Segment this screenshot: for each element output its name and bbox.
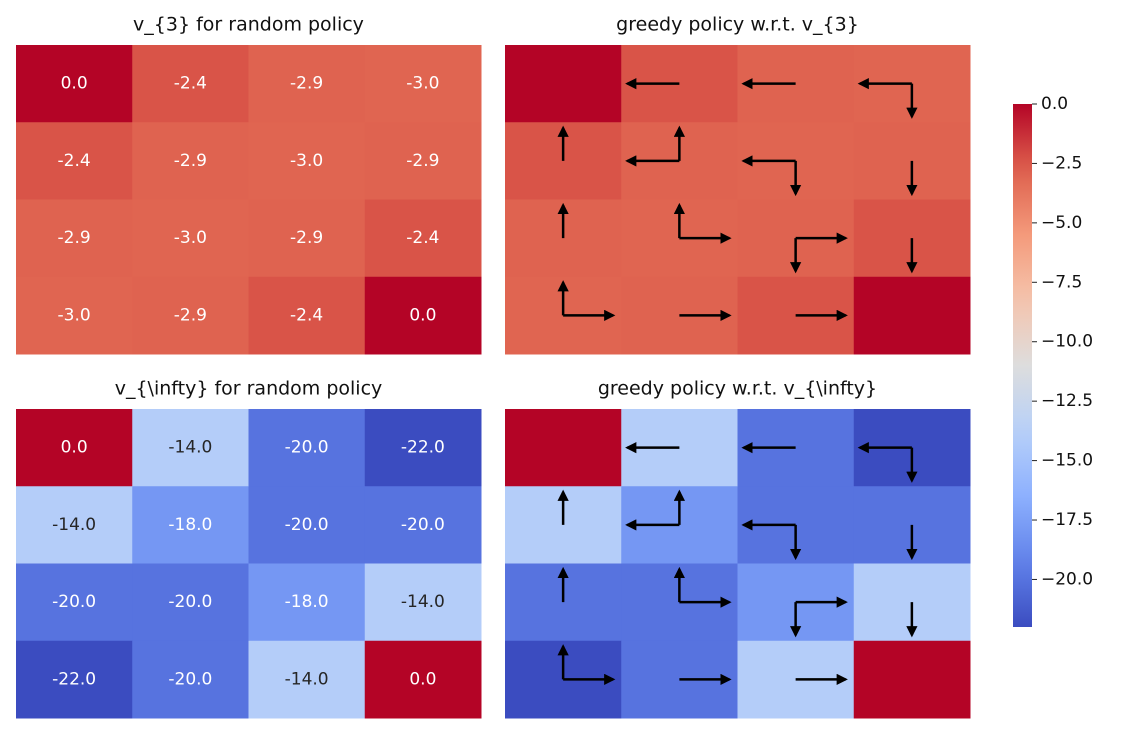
cell-label: -14.0 (285, 669, 329, 689)
heatmap-cell (16, 563, 133, 642)
colorbar (1013, 104, 1032, 627)
cell-label: -2.9 (406, 151, 439, 171)
cell-label: -2.9 (290, 74, 323, 94)
heatmap-cell (505, 409, 622, 487)
heatmap-cell (248, 45, 366, 123)
cell-label: -14.0 (401, 592, 445, 612)
heatmap-cell (364, 45, 482, 123)
panel-title: v_{\infty} for random policy (115, 378, 383, 400)
cell-label: -2.4 (290, 305, 323, 325)
cell-label: -14.0 (168, 438, 212, 458)
heatmap-cell (853, 276, 971, 355)
cell-label: -2.4 (58, 151, 91, 171)
colorbar-tick-label: 0.0 (1041, 94, 1068, 114)
heatmap-cell (248, 640, 366, 719)
heatmap-cell (364, 409, 482, 487)
heatmap-cell (16, 199, 133, 278)
heatmap-cell (132, 199, 249, 278)
heatmap-cell (364, 486, 482, 564)
heatmap-cell (132, 486, 249, 564)
cell-label: -3.0 (406, 74, 439, 94)
heatmap-cell (16, 122, 133, 200)
heatmap-cell (505, 45, 622, 123)
heatmap-cell (248, 486, 366, 564)
heatmap-cell (132, 640, 249, 719)
cell-label: -14.0 (52, 515, 96, 535)
colorbar-tick-label: −15.0 (1041, 451, 1093, 471)
cell-label: -20.0 (168, 669, 212, 689)
cell-label: 0.0 (61, 438, 88, 458)
heatmap-cell (132, 563, 249, 642)
heatmap-cell (132, 122, 249, 200)
cell-label: -20.0 (285, 515, 329, 535)
cell-label: -2.4 (174, 74, 207, 94)
cell-label: 0.0 (409, 669, 436, 689)
cell-label: -3.0 (174, 228, 207, 248)
heatmap-cell (853, 640, 971, 719)
panel-title: greedy policy w.r.t. v_{\infty} (598, 378, 877, 400)
heatmap-cell (16, 640, 133, 719)
panel-title: v_{3} for random policy (133, 14, 364, 36)
cell-label: -3.0 (58, 305, 91, 325)
heatmap-cell (248, 563, 366, 642)
heatmap-cell (364, 122, 482, 200)
heatmap-cell (364, 276, 482, 355)
heatmap-cell (16, 486, 133, 564)
colorbar-tick-label: −5.0 (1041, 213, 1082, 233)
heatmap-cell (132, 409, 249, 487)
cell-label: 0.0 (61, 74, 88, 94)
colorbar-tick-label: −20.0 (1041, 569, 1093, 589)
cell-label: -2.9 (174, 151, 207, 171)
heatmap-cell (132, 45, 249, 123)
cell-label: -2.4 (406, 228, 439, 248)
cell-label: -22.0 (401, 438, 445, 458)
heatmap-cell (248, 409, 366, 487)
heatmap-cell (16, 409, 133, 487)
heatmap-cell (248, 276, 366, 355)
colorbar-tick-label: −10.0 (1041, 332, 1093, 352)
cell-label: -20.0 (285, 438, 329, 458)
heatmap-cell (16, 45, 133, 123)
cell-label: -18.0 (285, 592, 329, 612)
cell-label: -20.0 (52, 592, 96, 612)
cell-label: -20.0 (168, 592, 212, 612)
heatmap-cell (364, 640, 482, 719)
cell-label: -2.9 (58, 228, 91, 248)
cell-label: -3.0 (290, 151, 323, 171)
colorbar-tick-label: −7.5 (1041, 272, 1082, 292)
cell-label: -18.0 (168, 515, 212, 535)
cell-label: -2.9 (174, 305, 207, 325)
cell-label: -22.0 (52, 669, 96, 689)
colorbar-tick-label: −17.5 (1041, 510, 1093, 530)
cell-label: 0.0 (409, 305, 436, 325)
colorbar-tick-label: −12.5 (1041, 391, 1093, 411)
heatmap-cell (16, 276, 133, 355)
heatmap-cell (248, 199, 366, 278)
cell-label: -2.9 (290, 228, 323, 248)
heatmap-cell (132, 276, 249, 355)
cell-label: -20.0 (401, 515, 445, 535)
panel-title: greedy policy w.r.t. v_{3} (616, 14, 859, 36)
heatmap-cell (248, 122, 366, 200)
heatmap-cell (364, 199, 482, 278)
colorbar-tick-label: −2.5 (1041, 153, 1082, 173)
heatmap-cell (364, 563, 482, 642)
